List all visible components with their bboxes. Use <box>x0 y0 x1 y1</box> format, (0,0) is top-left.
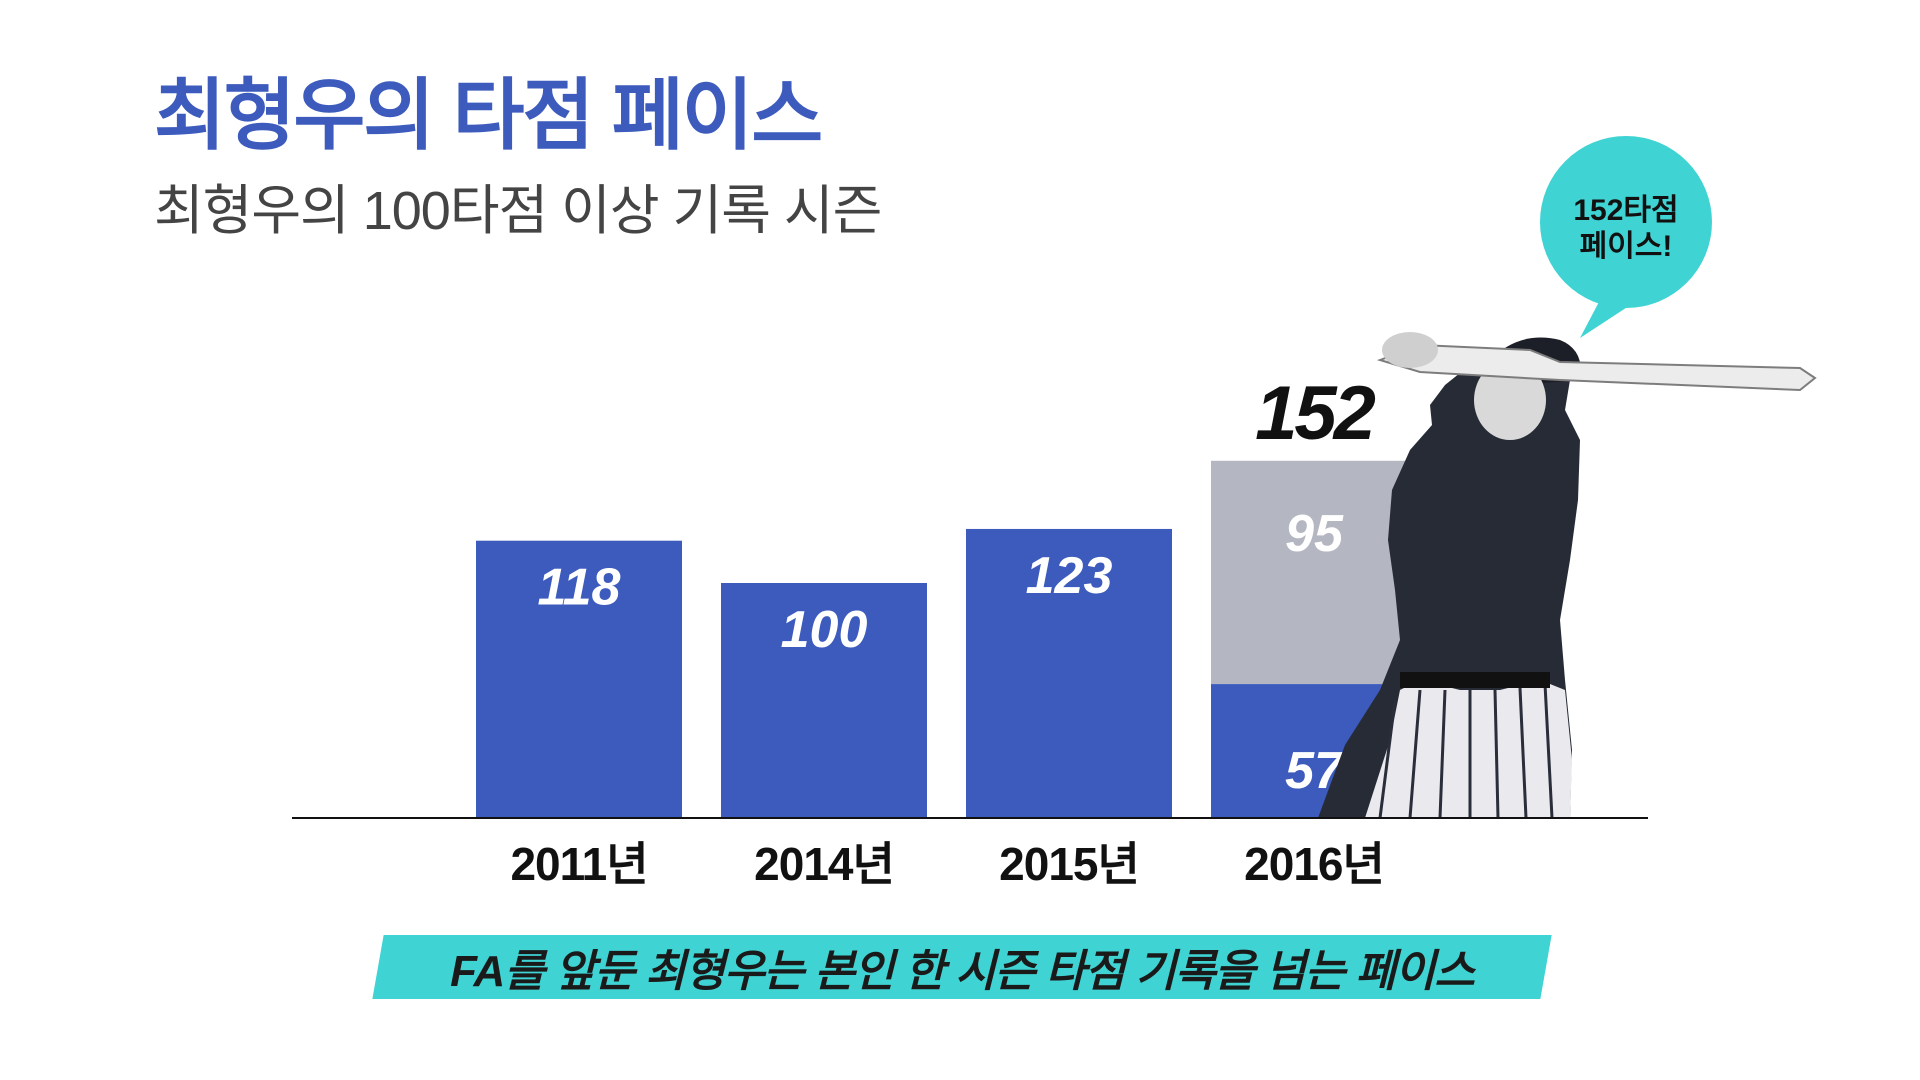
player-illustration <box>1318 332 1817 819</box>
page-subtitle: 최형우의 100타점 이상 기록 시즌 <box>154 181 882 241</box>
bar-2016년-series-1 <box>1211 460 1417 685</box>
caption-banner: FA를 앞둔 최형우는 본인 한 시즌 타점 기록을 넘는 페이스 <box>372 935 1552 999</box>
data-label-2016년-series-1: 95 <box>1285 505 1344 563</box>
data-label-2015년-series-0: 123 <box>1026 547 1113 605</box>
callout-bubble: 152타점 페이스! <box>1540 136 1712 338</box>
page-title: 최형우의 타점 페이스 <box>154 71 823 159</box>
callout-line1: 152타점 <box>1573 194 1678 227</box>
x-tick-2011년: 2011년 <box>510 838 647 890</box>
x-tick-2015년: 2015년 <box>999 838 1139 890</box>
callout-line2: 페이스! <box>1580 230 1673 263</box>
bar-2014년-series-0 <box>721 583 927 818</box>
bar-2015년-series-0 <box>966 528 1172 818</box>
x-tick-2016년: 2016년 <box>1244 838 1384 890</box>
x-tick-2014년: 2014년 <box>754 838 894 890</box>
total-label-2016년: 152 <box>1255 371 1376 456</box>
caption-text: FA를 앞둔 최형우는 본인 한 시즌 타점 기록을 넘는 페이스 <box>450 947 1475 996</box>
data-label-2011년-series-0: 118 <box>538 559 621 617</box>
data-label-2014년-series-0: 100 <box>781 601 868 659</box>
x-axis-ticks: 2011년 2014년 2015년 2016년 <box>510 838 1384 890</box>
bar-2011년-series-0 <box>476 540 682 818</box>
